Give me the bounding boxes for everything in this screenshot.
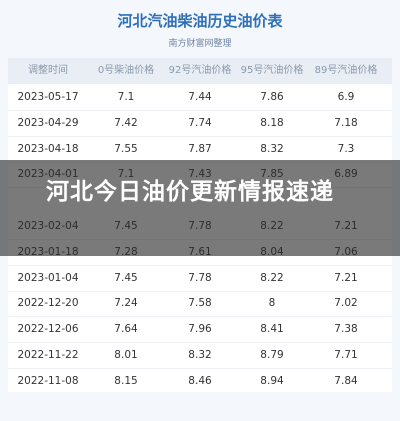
- column-header: 92号汽油价格: [168, 65, 232, 76]
- table-cell: 2023-05-17: [17, 91, 79, 103]
- table-cell: 7.18: [334, 116, 358, 129]
- table-cell: 8.15: [114, 374, 138, 387]
- table-cell: 2023-04-29: [17, 116, 79, 129]
- table-row: 2023-04-29 7.42 7.74 8.18 7.18: [8, 110, 392, 137]
- table-cell: 7.45: [114, 271, 138, 284]
- table-header: 调整时间 0号柴油价格 92号汽油价格 95号汽油价格 89号汽油价格: [8, 58, 392, 84]
- table-cell: 7.86: [260, 91, 284, 103]
- table-cell: 8.01: [114, 349, 138, 361]
- table-cell: 7.02: [334, 297, 358, 310]
- table-row: 2022-11-22 8.01 8.32 8.79 7.71: [8, 342, 392, 369]
- table-row: 2023-01-04 7.45 7.78 8.22 7.21: [8, 265, 392, 292]
- banner-text: 河北今日油价更新情报速递: [46, 179, 334, 205]
- table-cell: 8.32: [188, 349, 212, 361]
- table-cell: 7.74: [188, 116, 212, 129]
- table-row: 2022-11-08 8.15 8.46 8.94 7.84: [8, 368, 392, 395]
- table-cell: 8.46: [188, 374, 212, 387]
- table-title: 河北汽油柴油历史油价表: [117, 12, 283, 30]
- table-cell: 7.96: [188, 323, 212, 336]
- table-cell: 7.84: [334, 374, 358, 387]
- table-cell: 7.1: [117, 91, 135, 103]
- table-cell: 7.44: [188, 91, 212, 103]
- table-cell: 2022-12-06: [17, 323, 79, 336]
- overlay-banner: 河北今日油价更新情报速递: [0, 160, 400, 256]
- table-cell: 7.64: [114, 323, 138, 336]
- column-header: 95号汽油价格: [240, 65, 304, 76]
- table-row: 2023-04-18 7.55 7.87 8.32 7.3: [8, 136, 392, 163]
- table-cell: 2022-12-20: [17, 297, 79, 310]
- footer: [0, 394, 400, 421]
- table-cell: 8.94: [260, 374, 284, 387]
- table-cell: 7.3: [337, 142, 355, 155]
- table-cell: 8.79: [260, 349, 284, 361]
- table-subtitle: 南方财富网整理: [168, 39, 232, 49]
- table-cell: 8.32: [260, 142, 284, 155]
- table-cell: 8.18: [260, 116, 284, 129]
- table-row: 2023-05-17 7.1 7.44 7.86 6.9: [8, 84, 392, 111]
- column-header: 89号汽油价格: [314, 65, 378, 76]
- table-cell: 7.21: [334, 271, 358, 284]
- table-cell: 2023-04-18: [17, 142, 79, 155]
- table-cell: 7.42: [114, 116, 138, 129]
- table-cell: 7.58: [188, 297, 212, 310]
- table-cell: 7.55: [114, 142, 138, 155]
- table-row: 2022-12-06 7.64 7.96 8.41 7.38: [8, 316, 392, 344]
- table-cell: 2022-11-08: [17, 374, 79, 387]
- table-cell: 2023-01-04: [17, 271, 79, 284]
- column-header: 0号柴油价格: [97, 65, 155, 76]
- table-cell: 7.78: [188, 271, 212, 284]
- table-cell: 7.71: [334, 349, 358, 361]
- table-cell: 8.41: [260, 323, 284, 336]
- table-cell: 6.9: [337, 91, 355, 103]
- table-cell: 7.24: [114, 297, 138, 310]
- table-cell: 7.87: [188, 142, 212, 155]
- column-header: 调整时间: [28, 65, 68, 76]
- table-cell: 8: [268, 297, 276, 310]
- table-cell: 8.22: [260, 271, 284, 284]
- table-cell: 7.38: [334, 323, 358, 336]
- table-cell: 2022-11-22: [17, 349, 79, 361]
- table-row: 2022-12-20 7.24 7.58 8 7.02: [8, 290, 392, 318]
